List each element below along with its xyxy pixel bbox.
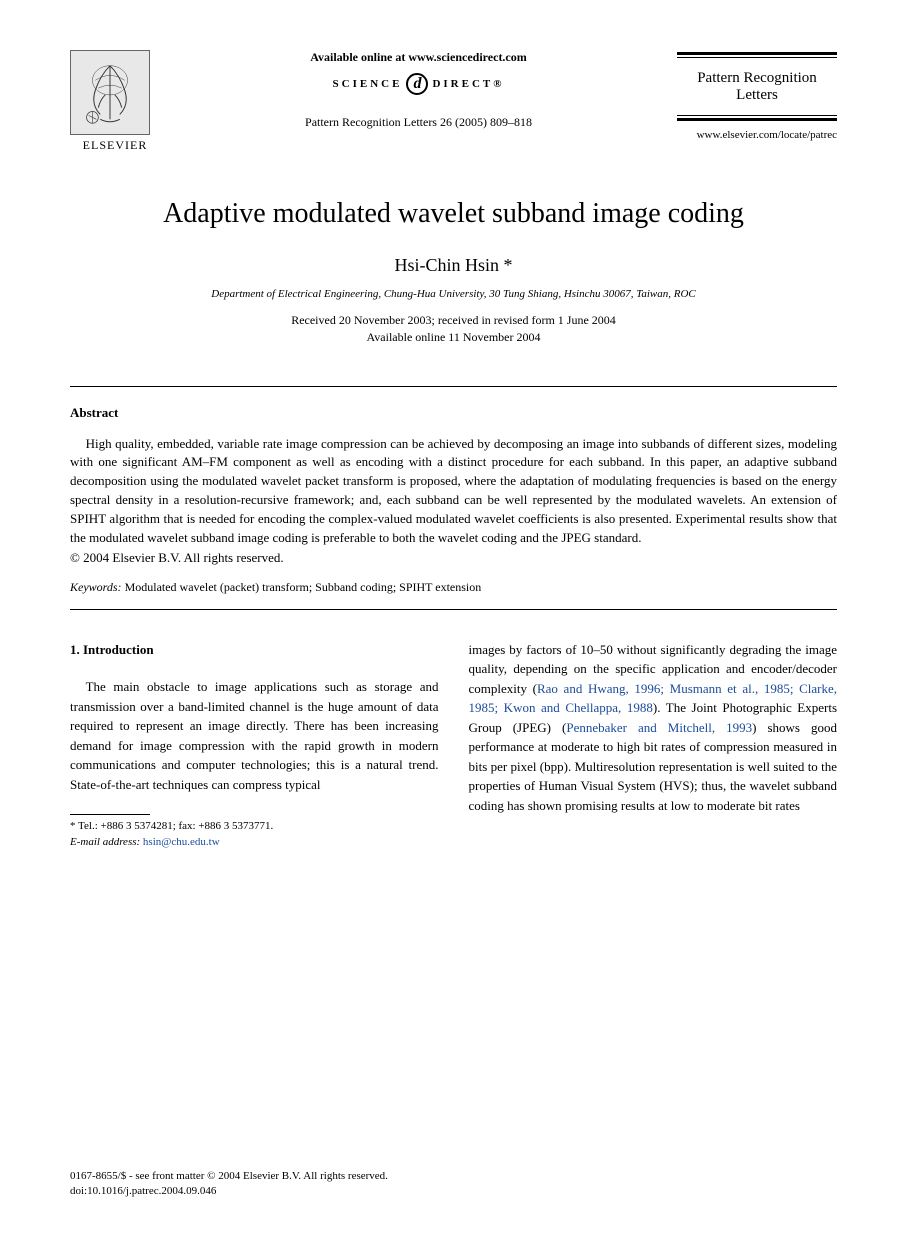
journal-rule <box>677 115 837 116</box>
sd-right: DIRECT® <box>432 78 504 90</box>
footnote-email[interactable]: hsin@chu.edu.tw <box>140 836 219 848</box>
sd-symbol-icon: d <box>406 73 428 95</box>
section-number: 1. <box>70 642 80 657</box>
sd-left: SCIENCE <box>333 78 403 90</box>
column-left: 1. Introduction The main obstacle to ima… <box>70 640 439 850</box>
body-columns: 1. Introduction The main obstacle to ima… <box>70 640 837 850</box>
publisher-name: ELSEVIER <box>70 138 160 153</box>
publisher-logo: ELSEVIER <box>70 50 160 153</box>
journal-rule-top <box>677 52 837 55</box>
journal-url: www.elsevier.com/locate/patrec <box>677 129 837 141</box>
abstract-heading: Abstract <box>70 405 837 421</box>
center-header: Available online at www.sciencedirect.co… <box>160 50 677 130</box>
science-direct-logo: SCIENCE d DIRECT® <box>180 73 657 95</box>
keywords-label: Keywords: <box>70 580 122 594</box>
available-date: Available online 11 November 2004 <box>367 330 541 344</box>
header-row: ELSEVIER Available online at www.science… <box>70 50 837 153</box>
journal-name-line1: Pattern Recognition <box>697 70 817 86</box>
journal-rule <box>677 57 837 58</box>
author-marker: * <box>504 255 513 275</box>
footnote-rule <box>70 814 150 815</box>
received-date: Received 20 November 2003; received in r… <box>291 313 616 327</box>
journal-box: Pattern Recognition Letters www.elsevier… <box>677 50 837 141</box>
page-footer: 0167-8655/$ - see front matter © 2004 El… <box>70 1169 388 1198</box>
journal-rule-bottom <box>677 118 837 121</box>
footer-doi: doi:10.1016/j.patrec.2004.09.046 <box>70 1185 216 1197</box>
section-heading: 1. Introduction <box>70 640 439 660</box>
body-paragraph: The main obstacle to image applications … <box>70 677 439 794</box>
affiliation: Department of Electrical Engineering, Ch… <box>70 288 837 300</box>
footnote-email-label: E-mail address: <box>70 836 140 848</box>
article-title: Adaptive modulated wavelet subband image… <box>70 198 837 230</box>
footnote-tel: Tel.: +886 3 5374281; fax: +886 3 537377… <box>76 820 274 832</box>
journal-name-line2: Letters <box>736 87 778 103</box>
citation-link[interactable]: Pennebaker and Mitchell, 1993 <box>566 720 752 735</box>
footer-copyright: 0167-8655/$ - see front matter © 2004 El… <box>70 1170 388 1182</box>
keywords-text: Modulated wavelet (packet) transform; Su… <box>122 580 482 594</box>
column-right: images by factors of 10–50 without signi… <box>469 640 838 850</box>
abstract-text: High quality, embedded, variable rate im… <box>70 435 837 548</box>
available-online-text: Available online at www.sciencedirect.co… <box>180 50 657 65</box>
abstract-copyright: © 2004 Elsevier B.V. All rights reserved… <box>70 550 837 566</box>
author-name: Hsi-Chin Hsin <box>394 255 499 275</box>
divider-rule <box>70 609 837 610</box>
elsevier-tree-icon <box>70 50 150 135</box>
journal-name: Pattern Recognition Letters <box>677 70 837 103</box>
article-dates: Received 20 November 2003; received in r… <box>70 312 837 346</box>
body-paragraph: images by factors of 10–50 without signi… <box>469 640 838 816</box>
keywords-line: Keywords: Modulated wavelet (packet) tra… <box>70 580 837 595</box>
footnote: * Tel.: +886 3 5374281; fax: +886 3 5373… <box>70 819 439 850</box>
section-title: Introduction <box>80 642 154 657</box>
author-line: Hsi-Chin Hsin * <box>70 255 837 276</box>
journal-reference: Pattern Recognition Letters 26 (2005) 80… <box>180 115 657 130</box>
divider-rule <box>70 386 837 387</box>
